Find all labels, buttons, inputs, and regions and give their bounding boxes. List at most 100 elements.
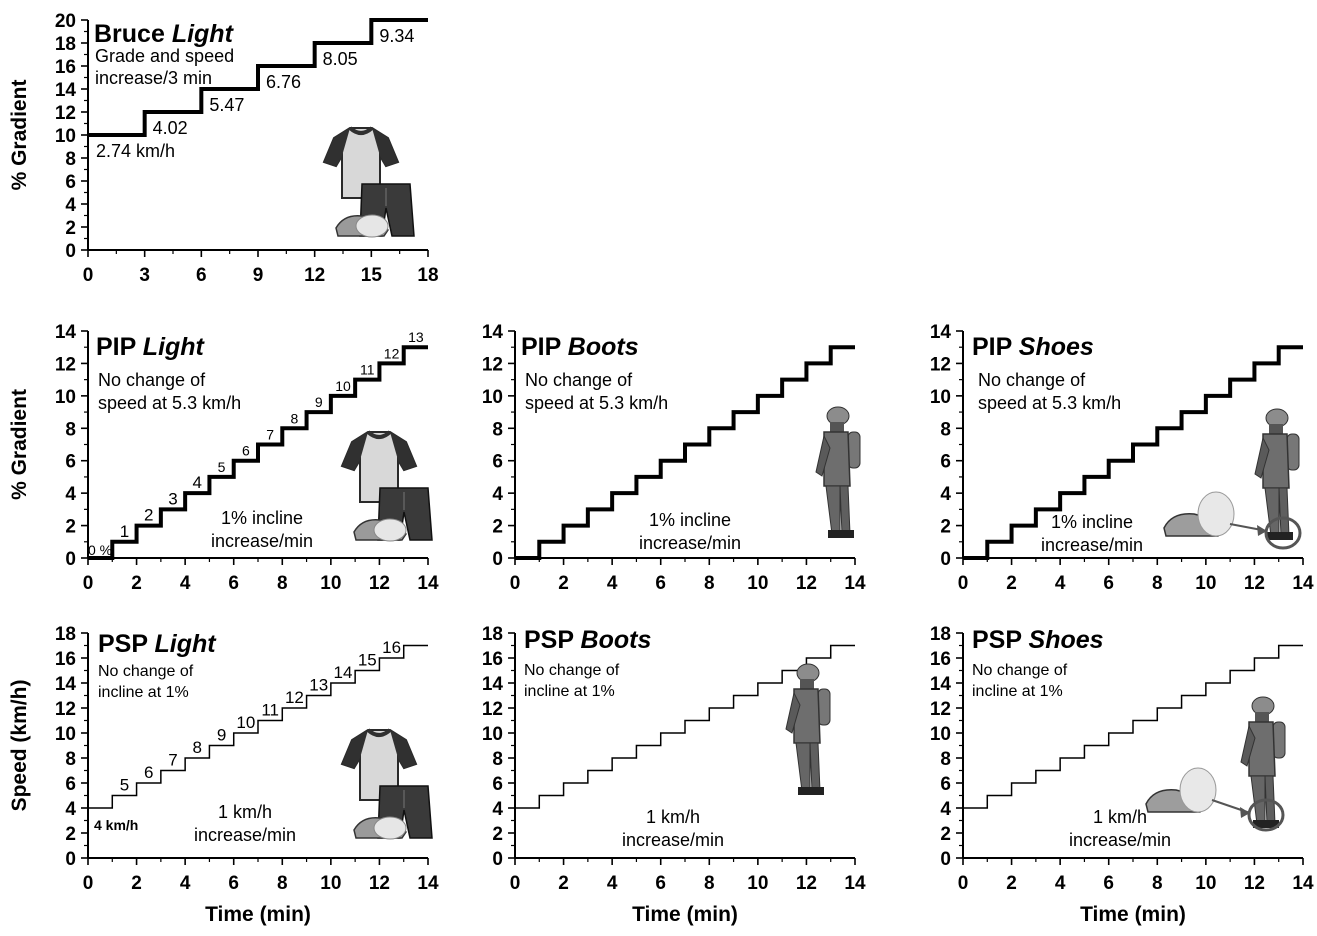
- chart-panel-psp_light: 0 2 4 6 8 10 12 14 16 18 0 2 4 6 8 10 12 14 Speed (km/h) Ti…: [8, 624, 439, 926]
- x-tick-label: 4: [180, 873, 191, 894]
- y-tick-label: 12: [55, 354, 76, 375]
- x-axis-label: Time (min): [632, 903, 738, 926]
- y-tick-label: 12: [55, 103, 76, 124]
- boot-icon: [798, 787, 812, 795]
- y-tick-label: 8: [65, 419, 76, 440]
- y-tick-label: 10: [482, 724, 503, 745]
- x-tick-label: 10: [747, 873, 768, 894]
- x-tick-label: 4: [1055, 573, 1066, 594]
- y-tick-label: 12: [930, 354, 951, 375]
- x-tick-label: 8: [277, 573, 288, 594]
- panel-note-increment: increase/min: [194, 825, 296, 845]
- stage-label: 9.34: [379, 26, 414, 46]
- x-tick-label: 4: [607, 873, 618, 894]
- x-tick-label: 18: [417, 265, 438, 286]
- y-tick-label: 4: [940, 484, 951, 505]
- y-axis-label: % Gradient: [8, 389, 31, 500]
- panel-note: No change of: [525, 370, 633, 390]
- highlight-circle: [1247, 798, 1285, 832]
- y-tick-label: 16: [930, 649, 951, 670]
- stage-label: 13: [408, 329, 424, 345]
- panel-note: increase/3 min: [95, 68, 212, 88]
- chart-panel-psp_shoes: 0 2 4 6 8 10 12 14 16 18 0 2 4 6 8 10 12 14 Time (min) PSP …: [930, 624, 1314, 926]
- x-tick-label: 2: [558, 573, 569, 594]
- panel-note: speed at 5.3 km/h: [525, 393, 668, 413]
- boot-icon: [1267, 532, 1281, 540]
- x-tick-label: 6: [655, 873, 666, 894]
- x-tick-label: 10: [1195, 573, 1216, 594]
- x-tick-label: 0: [83, 573, 94, 594]
- stage-label: 1: [120, 522, 129, 541]
- y-tick-label: 10: [930, 387, 951, 408]
- stage-label: 10: [335, 378, 351, 394]
- y-tick-label: 6: [65, 774, 76, 795]
- x-tick-label: 0: [83, 265, 94, 286]
- x-tick-label: 12: [304, 265, 325, 286]
- stage-label: 11: [261, 701, 279, 720]
- x-tick-label: 8: [1152, 573, 1163, 594]
- panel-note: speed at 5.3 km/h: [978, 393, 1121, 413]
- y-tick-label: 2: [940, 824, 951, 845]
- x-tick-label: 10: [320, 573, 341, 594]
- x-tick-label: 0: [958, 573, 969, 594]
- x-tick-label: 12: [369, 573, 390, 594]
- x-tick-label: 2: [131, 573, 142, 594]
- y-tick-label: 8: [492, 749, 503, 770]
- x-tick-label: 0: [510, 873, 521, 894]
- stage-label: 8: [193, 738, 202, 757]
- y-tick-label: 14: [55, 80, 77, 101]
- x-tick-label: 3: [139, 265, 150, 286]
- light-clothing-illustration: [322, 126, 415, 238]
- x-tick-label: 2: [131, 873, 142, 894]
- step-series-line: [515, 644, 855, 809]
- panel-note: No change of: [524, 662, 620, 679]
- y-tick-label: 12: [482, 699, 503, 720]
- x-tick-label: 6: [196, 265, 207, 286]
- stage-label: 6: [144, 763, 153, 782]
- x-tick-label: 10: [1195, 873, 1216, 894]
- stage-label: 15: [358, 651, 377, 670]
- y-axis-label: % Gradient: [8, 80, 31, 191]
- x-tick-label: 6: [655, 573, 666, 594]
- y-tick-label: 16: [55, 57, 76, 78]
- panel-title: PSP Boots: [524, 626, 651, 654]
- x-tick-label: 15: [361, 265, 383, 286]
- stage-label: 7: [168, 751, 177, 770]
- y-tick-label: 0: [65, 849, 76, 870]
- y-tick-label: 16: [482, 649, 503, 670]
- running-shoe-callout: [1145, 767, 1285, 832]
- x-axis-label: Time (min): [205, 903, 311, 926]
- y-tick-label: 10: [55, 126, 76, 147]
- y-tick-label: 6: [940, 452, 951, 473]
- panel-note: incline at 1%: [524, 683, 615, 700]
- y-tick-label: 14: [482, 674, 504, 695]
- stage-label: 10: [236, 713, 255, 732]
- stage-label: 6: [242, 443, 250, 459]
- panel-note-increment: 1 km/h: [1093, 807, 1147, 827]
- y-tick-label: 12: [482, 354, 503, 375]
- x-tick-label: 14: [1292, 573, 1314, 594]
- y-tick-label: 6: [492, 452, 503, 473]
- panel-title: PIP Light: [96, 333, 206, 361]
- stage-label: 12: [384, 345, 400, 361]
- y-tick-label: 14: [482, 322, 504, 343]
- y-tick-label: 6: [65, 452, 76, 473]
- y-tick-label: 14: [930, 674, 952, 695]
- chart-panel-pip_boots: 0 2 4 6 8 10 12 14 0 2 4 6 8 10 12 14 PIP Boots No change…: [482, 322, 866, 594]
- panel-note-increment: 1% incline: [221, 508, 303, 528]
- x-tick-label: 10: [747, 573, 768, 594]
- y-tick-label: 10: [55, 724, 76, 745]
- step-series-line: [515, 345, 855, 560]
- y-tick-label: 2: [940, 517, 951, 538]
- panel-note: speed at 5.3 km/h: [98, 393, 241, 413]
- step-series-line: [88, 644, 428, 809]
- y-tick-label: 20: [55, 11, 76, 32]
- x-tick-label: 12: [796, 873, 817, 894]
- y-tick-label: 6: [940, 774, 951, 795]
- stage-label: 4.02: [153, 118, 188, 138]
- x-tick-label: 14: [1292, 873, 1314, 894]
- light-clothing-illustration: [340, 728, 433, 840]
- stage-label: 0 %: [88, 542, 112, 558]
- panel-note-increment: increase/min: [1041, 535, 1143, 555]
- y-tick-label: 16: [55, 649, 76, 670]
